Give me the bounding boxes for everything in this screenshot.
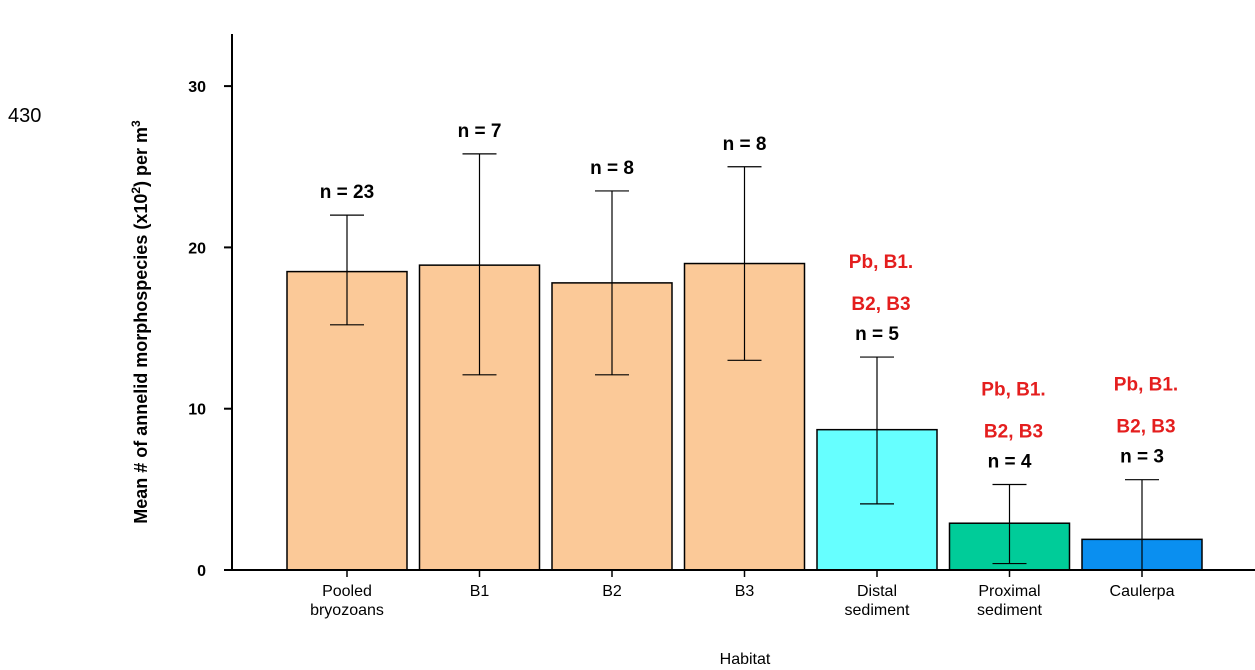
x-tick-label-0-0: Pooled	[322, 583, 372, 600]
x-tick-label-6-0: Caulerpa	[1110, 583, 1175, 600]
x-tick-label-2-0: B2	[602, 583, 622, 600]
y-axis-title-main: Mean # of annelid morphospecies (x10	[131, 194, 151, 524]
error-bars-layer	[330, 153, 1159, 571]
y-tick-label-3: 30	[188, 79, 206, 96]
x-tick-label-0-1: bryozoans	[310, 602, 384, 619]
sig-label-5-0: Pb, B1.	[981, 380, 1045, 401]
x-tick-label-4-1: sediment	[845, 602, 910, 619]
n-label-5: n = 4	[988, 452, 1032, 473]
n-label-4: n = 5	[855, 324, 899, 345]
sig-label-4-1: B2, B3	[851, 294, 910, 315]
n-label-6: n = 3	[1120, 447, 1164, 468]
y-axis-title-sup-2: 3	[129, 120, 143, 127]
y-axis-title: Mean # of annelid morphospecies (x102) p…	[129, 120, 151, 524]
y-ticks-layer: 0 10 20 30	[188, 79, 232, 580]
y-axis-title-sup-1: 2	[129, 187, 143, 194]
y-axis-title-group: Mean # of annelid morphospecies (x102) p…	[129, 120, 151, 524]
y-tick-label-1: 10	[188, 402, 206, 419]
y-axis-title-mid: ) per m	[131, 127, 151, 187]
y-tick-label-2: 20	[188, 240, 206, 257]
sig-label-6-0: Pb, B1.	[1114, 375, 1178, 396]
sig-label-6-1: B2, B3	[1116, 417, 1175, 438]
n-label-2: n = 8	[590, 158, 634, 179]
x-tick-label-3-0: B3	[735, 583, 755, 600]
x-tick-label-5-0: Proximal	[978, 583, 1040, 600]
x-tick-label-1-0: B1	[470, 583, 490, 600]
page-number: 430	[8, 105, 41, 127]
n-label-1: n = 7	[458, 121, 502, 142]
n-label-0: n = 23	[320, 182, 374, 203]
x-categories-layer: Pooled bryozoans B1 B2 B3 Distal sediment Proxi…	[310, 570, 1175, 619]
x-tick-label-4-0: Distal	[857, 583, 897, 600]
n-label-3: n = 8	[723, 134, 767, 155]
x-axis-title: Habitat	[720, 651, 771, 668]
sig-label-5-1: B2, B3	[984, 422, 1043, 443]
x-tick-label-5-1: sediment	[977, 602, 1042, 619]
y-tick-label-0: 0	[197, 563, 206, 580]
annotations-layer: n = 23 n = 7 n = 8 n = 8 n = 5 Pb, B1. B2, B3 n…	[320, 121, 1178, 473]
sig-label-4-0: Pb, B1.	[849, 252, 913, 273]
